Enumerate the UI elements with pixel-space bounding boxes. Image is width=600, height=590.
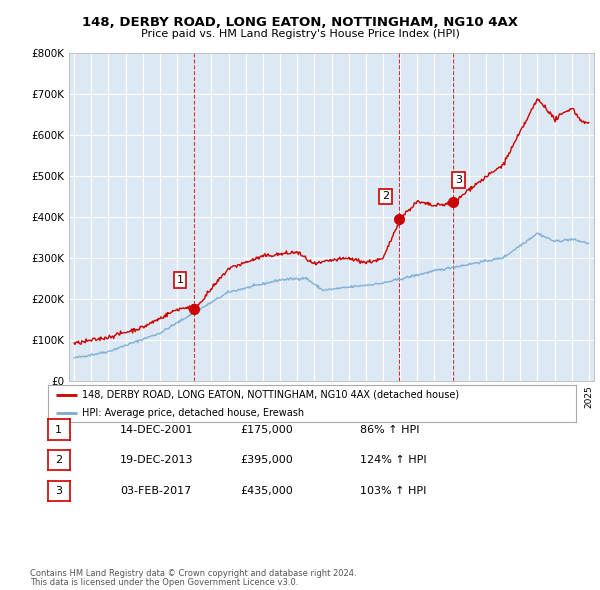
Text: £435,000: £435,000 xyxy=(240,486,293,496)
Text: HPI: Average price, detached house, Erewash: HPI: Average price, detached house, Erew… xyxy=(82,408,304,418)
Text: Contains HM Land Registry data © Crown copyright and database right 2024.: Contains HM Land Registry data © Crown c… xyxy=(30,569,356,578)
Text: 148, DERBY ROAD, LONG EATON, NOTTINGHAM, NG10 4AX: 148, DERBY ROAD, LONG EATON, NOTTINGHAM,… xyxy=(82,16,518,29)
Text: 1: 1 xyxy=(55,425,62,434)
Text: £395,000: £395,000 xyxy=(240,455,293,465)
Text: 1: 1 xyxy=(176,276,184,286)
Text: 3: 3 xyxy=(455,175,462,185)
Text: Price paid vs. HM Land Registry's House Price Index (HPI): Price paid vs. HM Land Registry's House … xyxy=(140,29,460,38)
Text: 03-FEB-2017: 03-FEB-2017 xyxy=(120,486,191,496)
Text: 19-DEC-2013: 19-DEC-2013 xyxy=(120,455,193,465)
Text: £175,000: £175,000 xyxy=(240,425,293,434)
Text: 14-DEC-2001: 14-DEC-2001 xyxy=(120,425,193,434)
Text: 124% ↑ HPI: 124% ↑ HPI xyxy=(360,455,427,465)
Text: 148, DERBY ROAD, LONG EATON, NOTTINGHAM, NG10 4AX (detached house): 148, DERBY ROAD, LONG EATON, NOTTINGHAM,… xyxy=(82,390,460,399)
Text: 86% ↑ HPI: 86% ↑ HPI xyxy=(360,425,419,434)
Text: This data is licensed under the Open Government Licence v3.0.: This data is licensed under the Open Gov… xyxy=(30,578,298,587)
Text: 2: 2 xyxy=(55,455,62,465)
Text: 2: 2 xyxy=(382,191,389,201)
Text: 103% ↑ HPI: 103% ↑ HPI xyxy=(360,486,427,496)
Text: 3: 3 xyxy=(55,486,62,496)
